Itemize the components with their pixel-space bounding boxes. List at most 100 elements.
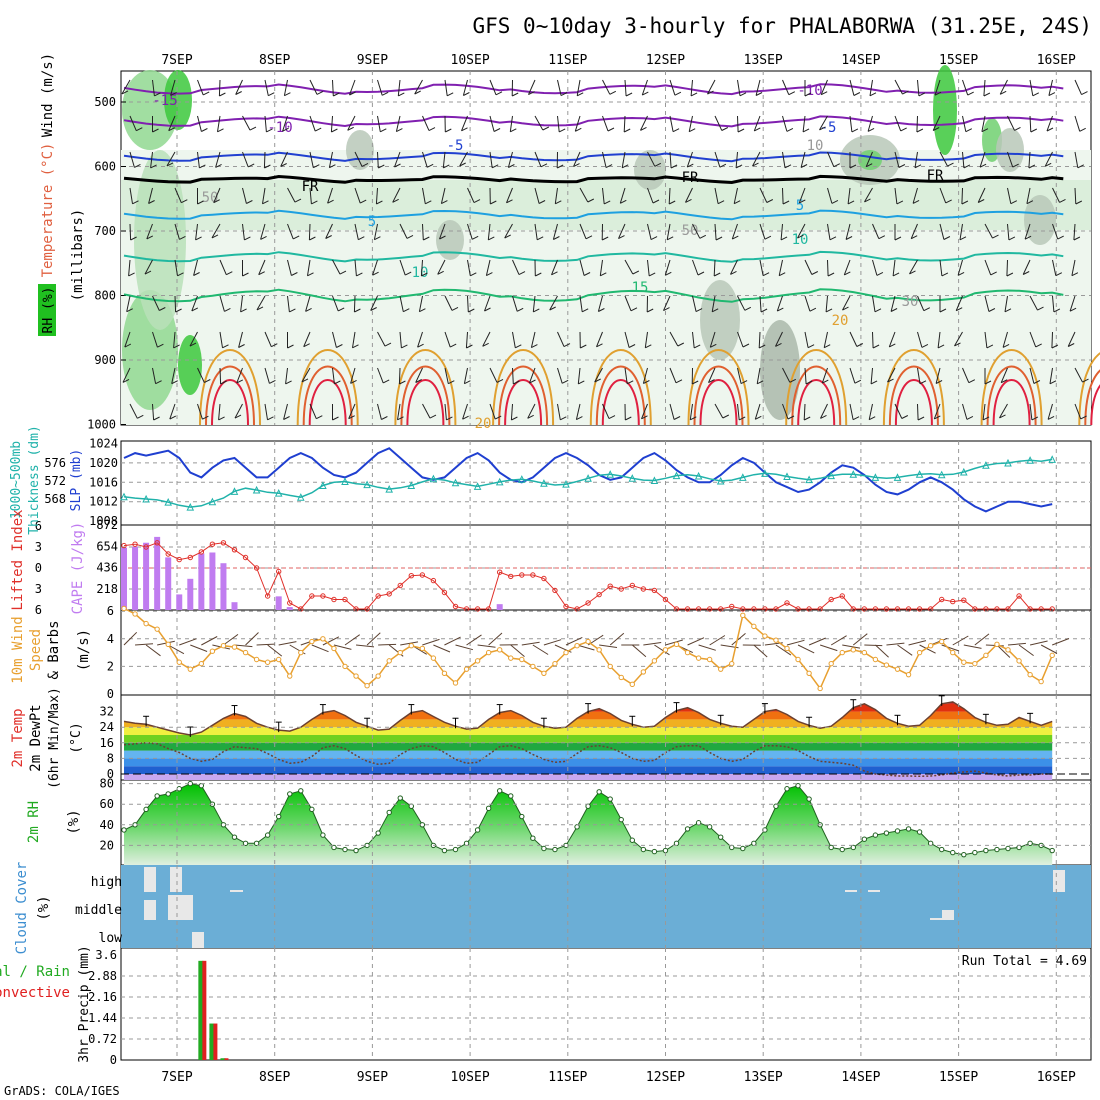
wind-barb — [510, 403, 513, 421]
wind-barb-flag — [1035, 343, 1042, 348]
wind-barb — [189, 331, 198, 347]
wind-speed-marker — [762, 633, 768, 639]
wind-barb-10m — [599, 644, 618, 648]
li-tick-label: 3 — [35, 540, 42, 554]
wind-barb — [440, 187, 446, 204]
wind-barb-flag — [847, 200, 855, 205]
wind-barb-flag — [177, 272, 184, 277]
wind-barb-flag — [596, 343, 603, 348]
wind-barb — [557, 115, 560, 132]
date-label-bottom: 16SEP — [1037, 1070, 1076, 1085]
thickness-slp-panel: 1024 1020 1016 1012 1008 576 572 568 — [44, 436, 1091, 528]
wind-speed-marker — [552, 660, 558, 667]
wind-barb — [349, 79, 356, 96]
wind-speed-marker — [861, 649, 868, 656]
wind-barb-10m — [731, 633, 746, 646]
precip-conv-bar — [224, 1058, 229, 1060]
wind-speed-marker — [264, 659, 271, 665]
wind-barb — [1022, 259, 1031, 275]
wind-barb-flag — [301, 378, 309, 383]
wind-barb — [574, 115, 581, 132]
wind-barb — [872, 295, 876, 312]
wind-barb-flag — [508, 164, 515, 168]
rh-legend-swatch — [38, 284, 56, 336]
wind-barb-flag — [645, 344, 652, 349]
wind-barb — [463, 367, 468, 384]
date-label-top: 9SEP — [357, 53, 388, 68]
wind-barb-10m — [355, 644, 375, 648]
rh-marker — [353, 847, 359, 854]
wind-barb-flag — [874, 308, 882, 313]
wind-barb-flag — [717, 200, 725, 205]
wind-barb-flag — [549, 306, 556, 311]
rh-marker — [474, 827, 481, 833]
warm-contour — [693, 365, 744, 426]
wind-barb-flag — [423, 236, 430, 241]
wind-speed-marker — [662, 647, 669, 653]
wind-barb — [305, 295, 311, 312]
wind-barb — [802, 115, 806, 132]
warm-contour — [394, 349, 457, 426]
wind-barb-10m — [400, 641, 419, 646]
li-marker — [253, 565, 260, 571]
wind-barb — [422, 115, 430, 131]
wind-barb-flag — [1053, 308, 1061, 313]
wind-barb-flag — [150, 164, 157, 169]
wind-barb — [917, 295, 925, 311]
wind-barb — [1073, 223, 1076, 241]
wind-speed-marker — [640, 669, 647, 675]
cape-bar — [187, 578, 194, 610]
wind-barb — [129, 187, 133, 204]
wind-speed-marker — [143, 620, 149, 627]
warm-contour — [205, 365, 255, 426]
slp-tick-label: 1008 — [89, 514, 118, 528]
wind-speed-marker — [430, 655, 437, 661]
y-title-convective: Convective — [0, 985, 70, 1001]
wind-barb — [1049, 367, 1053, 384]
li-marker — [408, 573, 414, 579]
wind-barb-10m — [875, 644, 889, 658]
wind-barb-flag — [752, 162, 759, 167]
wind-barb-flag — [640, 126, 647, 131]
y-title-temp-units: (°C) — [69, 722, 84, 753]
wind-barb — [532, 295, 536, 312]
wind-speed-marker — [165, 641, 171, 648]
wind-barb-flag — [691, 380, 699, 385]
y-tick-label: 1000 — [87, 418, 116, 432]
wind-barb-flag — [126, 308, 133, 313]
wind-speed-marker — [939, 638, 945, 645]
wind-speed-marker — [320, 636, 326, 642]
wind-barb-10m — [378, 643, 397, 646]
wind-barb — [849, 331, 858, 347]
wind-barb-flag — [339, 270, 347, 275]
wind-barb — [917, 403, 919, 421]
li-marker — [861, 606, 868, 612]
wind-barb-flag — [132, 200, 139, 205]
wind-barb — [647, 259, 650, 276]
wind-barb-flag — [551, 271, 558, 276]
warm-contour — [1090, 384, 1100, 426]
wind-barb — [713, 259, 716, 277]
wind-barb — [193, 259, 198, 276]
wind-barb-flag — [670, 164, 678, 169]
wind-speed-marker — [950, 649, 956, 656]
wind-barb — [124, 331, 131, 348]
wind-barb-flag — [578, 380, 585, 385]
wind-barb-flag — [124, 343, 132, 348]
wind-barb-flag — [603, 200, 611, 205]
wind-barb — [961, 187, 963, 205]
wind-barb-10m — [631, 644, 647, 658]
thickness-marker — [341, 477, 349, 485]
wind-barb-10m — [886, 642, 905, 646]
rh-marker — [276, 813, 282, 820]
wind-barb-flag — [966, 415, 974, 420]
warm-contour — [211, 379, 249, 426]
wind-barb — [917, 79, 920, 96]
wind-barb — [1048, 79, 1053, 96]
wind-barb-10m — [852, 633, 868, 646]
wind-barb — [579, 295, 583, 312]
wind-barb — [597, 295, 603, 312]
wind-barb-flag — [446, 92, 454, 97]
wind-barb-flag — [587, 198, 595, 203]
wind-barb-flag — [1049, 380, 1057, 385]
